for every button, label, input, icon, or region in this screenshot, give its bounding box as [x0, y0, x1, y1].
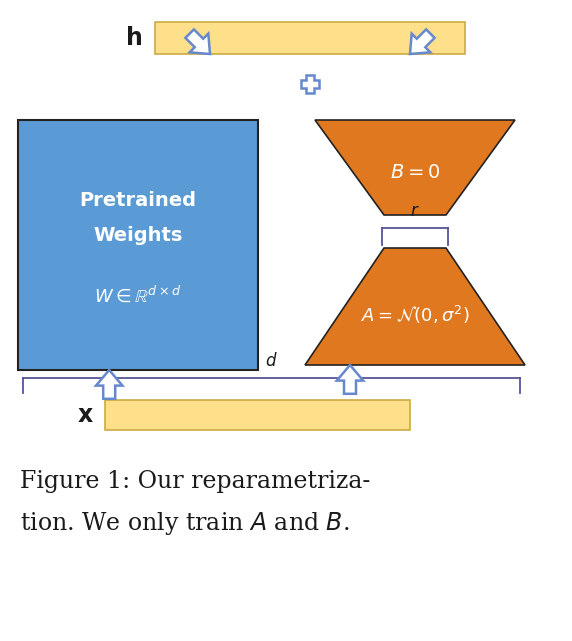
Polygon shape	[410, 29, 435, 54]
Text: Figure 1: Our reparametriza-: Figure 1: Our reparametriza-	[20, 470, 370, 493]
Text: h: h	[126, 26, 143, 50]
Text: Pretrained: Pretrained	[80, 190, 197, 210]
Text: Weights: Weights	[93, 226, 182, 244]
Polygon shape	[305, 248, 525, 365]
Text: $d$: $d$	[265, 352, 278, 370]
Text: $r$: $r$	[410, 202, 420, 220]
Polygon shape	[315, 120, 515, 215]
Text: tion. We only train $A$ and $B$.: tion. We only train $A$ and $B$.	[20, 510, 349, 537]
Polygon shape	[301, 75, 319, 93]
Polygon shape	[185, 29, 210, 54]
Bar	[105, 400, 410, 430]
Text: $B = 0$: $B = 0$	[390, 163, 440, 182]
Bar	[155, 22, 465, 54]
Polygon shape	[337, 365, 363, 394]
Text: $A = \mathcal{N}(0, \sigma^2)$: $A = \mathcal{N}(0, \sigma^2)$	[361, 303, 469, 326]
Polygon shape	[96, 370, 122, 399]
Bar	[18, 120, 258, 370]
Text: $W \in \mathbb{R}^{d\times d}$: $W \in \mathbb{R}^{d\times d}$	[94, 285, 182, 305]
Text: x: x	[78, 403, 93, 427]
